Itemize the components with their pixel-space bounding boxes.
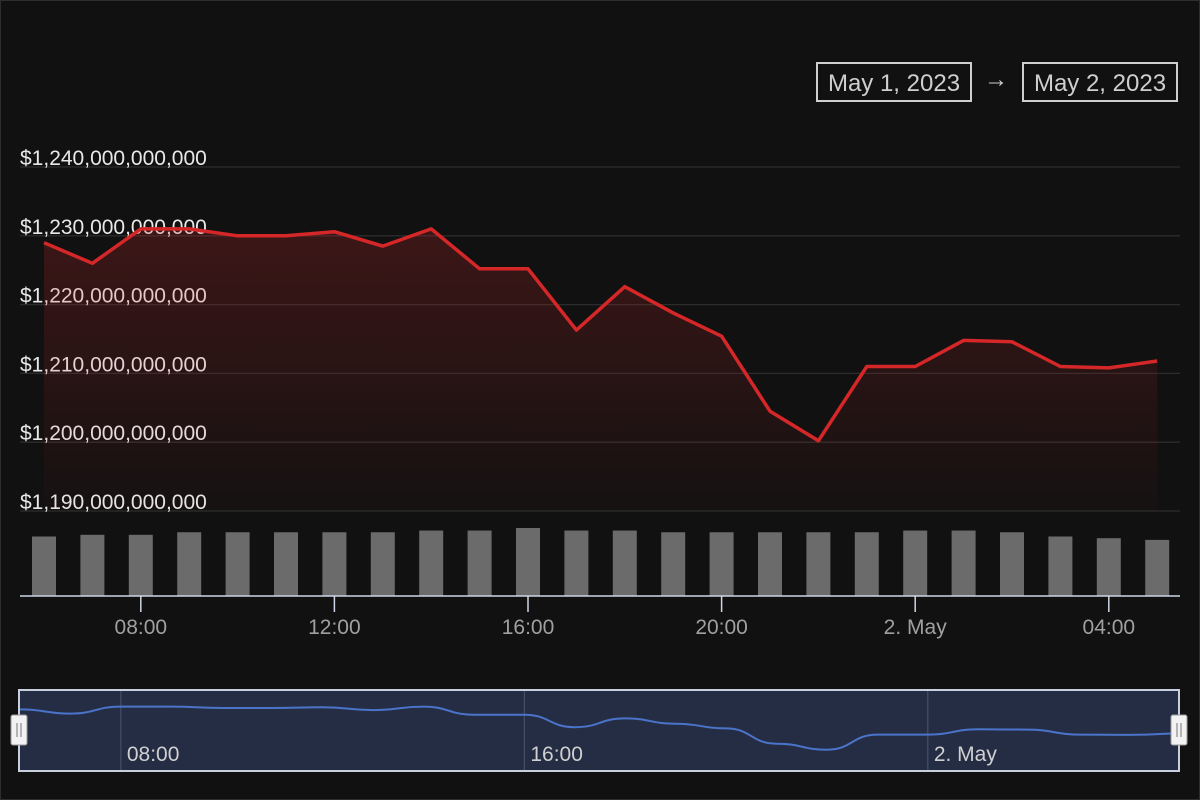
volume-bar <box>854 532 879 596</box>
x-axis-ticks: 08:00 12:00 16:00 20:00 2. May 04:00 <box>115 596 1136 639</box>
volume-bar <box>806 532 831 596</box>
volume-bar <box>128 534 153 596</box>
x-tick-label: 16:00 <box>502 616 555 639</box>
x-tick-label: 04:00 <box>1083 616 1136 639</box>
volume-bar <box>1145 539 1170 596</box>
range-arrow: → <box>984 66 1008 93</box>
price-line <box>43 227 1158 443</box>
volume-bar <box>32 536 56 596</box>
volume-bar <box>225 532 250 596</box>
x-tick-label: 08:00 <box>115 616 168 639</box>
volume-bar <box>564 530 589 596</box>
navigator-label: 2. May <box>934 743 998 766</box>
volume-bars <box>32 528 1170 596</box>
volume-bar <box>419 530 444 596</box>
volume-bar <box>177 532 202 596</box>
volume-bar <box>80 534 105 596</box>
navigator-handle-left[interactable] <box>10 714 28 746</box>
volume-bar <box>903 530 928 596</box>
x-tick-label: 12:00 <box>308 616 361 639</box>
x-tick-label: 20:00 <box>695 616 748 639</box>
navigator-line <box>19 705 1181 751</box>
range-from-input[interactable]: May 1, 2023 <box>816 62 972 102</box>
volume-bar <box>467 530 492 596</box>
volume-bar <box>1000 532 1024 596</box>
volume-bar <box>370 532 395 596</box>
volume-bar <box>758 532 782 596</box>
volume-bar <box>661 532 686 596</box>
volume-bar <box>322 532 347 596</box>
y-tick-label: $1,240,000,000,000 <box>20 147 207 170</box>
volume-bar <box>1096 538 1121 596</box>
volume-bar <box>516 528 540 596</box>
volume-bar <box>951 530 976 596</box>
price-area <box>44 228 1158 511</box>
navigator-handle-right[interactable] <box>1170 714 1188 746</box>
navigator-window[interactable] <box>18 689 1180 772</box>
navigator[interactable]: 08:00 16:00 2. May <box>10 689 1188 772</box>
x-tick-label: 2. May <box>884 616 948 639</box>
navigator-label: 08:00 <box>127 743 180 766</box>
range-to-input[interactable]: May 2, 2023 <box>1022 62 1178 102</box>
volume-bar <box>274 532 298 596</box>
volume-bar <box>612 530 637 596</box>
navigator-grid: 08:00 16:00 2. May <box>120 691 998 770</box>
volume-bar <box>709 532 734 596</box>
navigator-label: 16:00 <box>530 743 583 766</box>
volume-bar <box>1048 536 1073 596</box>
